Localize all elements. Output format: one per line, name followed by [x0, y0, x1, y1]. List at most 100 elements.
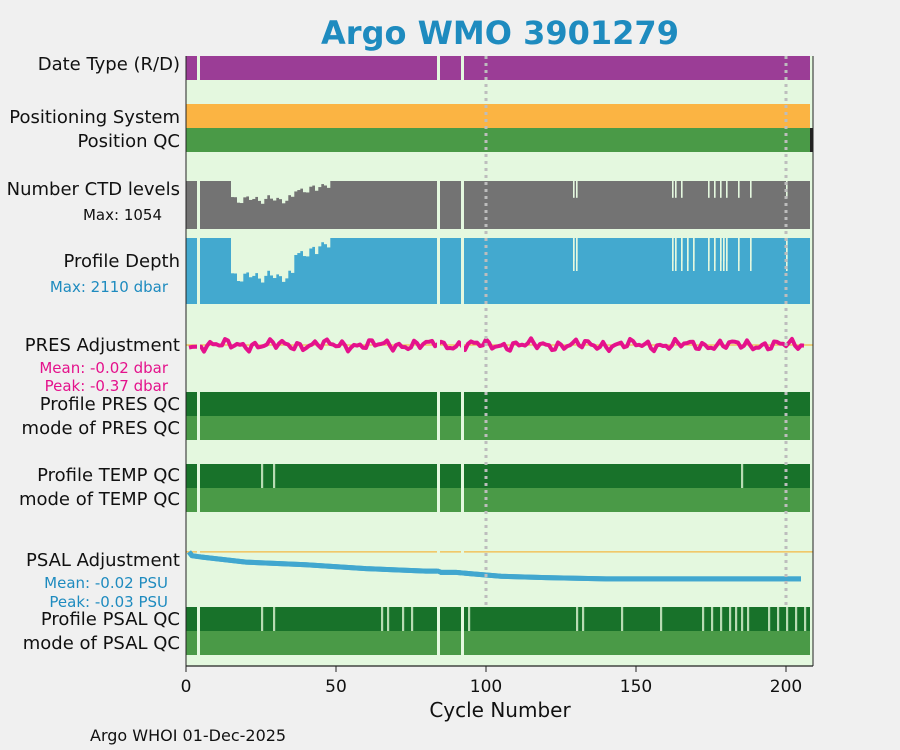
- x-tick-label-100: 100: [470, 677, 502, 697]
- profile-pres-qc-band: [186, 392, 810, 416]
- ctd-levels-dip-22: [252, 181, 256, 199]
- x-axis: 0 50 100 150 200: [181, 56, 813, 697]
- profile-temp-qc-light-185: [741, 464, 744, 488]
- label-mode-psal-qc: mode of PSAL QC: [23, 633, 180, 654]
- profile-depth-dip-36: [294, 238, 298, 256]
- ctd-levels-dip-28: [270, 181, 274, 199]
- label-mode-temp-qc: mode of TEMP QC: [19, 489, 180, 510]
- profile-depth-dip-37: [297, 238, 301, 254]
- profile-depth-deep-notch-163: [675, 238, 677, 271]
- ctd-levels-notch-130: [576, 181, 578, 198]
- ctd-levels-dip-46: [324, 181, 328, 186]
- ctd-levels-dip-31: [279, 181, 283, 200]
- profile-depth-dip-40: [306, 238, 310, 257]
- pres-adjustment-peak: Peak: -0.37 dbar: [45, 377, 169, 395]
- chart-title: Argo WMO 3901279: [321, 14, 679, 52]
- profile-depth-dip-22: [252, 238, 256, 276]
- label-position-qc: Position QC: [77, 131, 180, 152]
- profile-depth-dip-35: [291, 238, 295, 273]
- pres-adjustment-mean: Mean: -0.02 dbar: [39, 359, 169, 377]
- profile-psal-qc-light-178: [720, 607, 723, 631]
- footer-credit: Argo WHOI 01-Dec-2025: [90, 726, 286, 745]
- profile-psal-qc-light-29: [273, 607, 276, 631]
- profile-depth-dip-32: [282, 238, 286, 282]
- psal-adjustment-peak: Peak: -0.03 PSU: [49, 593, 168, 611]
- position-qc-last-cycle-overlay: [810, 128, 813, 152]
- profile-depth-deep-notch-174: [708, 238, 710, 271]
- profile-psal-qc-light-203: [795, 607, 798, 631]
- profile-psal-qc-light-65: [381, 607, 384, 631]
- ctd-levels-dip-35: [291, 181, 295, 197]
- ctd-levels-dip-32: [282, 181, 286, 204]
- ctd-levels-dip-29: [273, 181, 277, 201]
- profile-depth-dip-17: [237, 238, 241, 282]
- profile-depth-dip-24: [258, 238, 262, 279]
- ctd-levels-dip-27: [267, 181, 271, 196]
- ctd-levels-dip-43: [315, 181, 319, 191]
- ctd-levels-dip-47: [327, 181, 331, 188]
- profile-depth-deep-notch-188: [750, 238, 752, 271]
- profile-depth-deep-notch-178: [720, 238, 722, 271]
- profile-depth-dip-18: [240, 238, 244, 282]
- profile-depth-dip-16: [234, 238, 238, 274]
- ctd-levels-dip-15: [231, 181, 235, 198]
- ctd-levels-dip-24: [258, 181, 262, 201]
- profile-depth-dip-46: [324, 238, 328, 245]
- profile-depth-deep-notch-169: [693, 238, 695, 271]
- ctd-levels-dip-21: [249, 181, 253, 200]
- profile-depth-dip-39: [303, 238, 307, 257]
- ctd-levels-dip-19: [243, 181, 247, 198]
- profile-depth-deep-notch-130: [576, 238, 578, 271]
- label-pres-adjustment: PRES Adjustment: [25, 335, 180, 356]
- position-qc-band-overlay: [186, 128, 810, 152]
- profile-depth-dip-31: [279, 238, 283, 277]
- missing-cycle-gap-84: [437, 56, 440, 656]
- ctd-levels-notch-163: [675, 181, 677, 198]
- profile-depth-dip-47: [327, 238, 331, 248]
- mode-psal-qc-band: [186, 631, 810, 655]
- profile-psal-qc-light-67: [387, 607, 390, 631]
- profile-psal-qc-light-194: [768, 607, 771, 631]
- profile-psal-qc-light-187: [747, 607, 750, 631]
- profile-psal-qc-band: [186, 607, 810, 631]
- psal-adjustment-series-overlay: [187, 550, 801, 582]
- profile-temp-qc-light-29: [273, 464, 276, 488]
- ctd-levels-notch-174: [708, 181, 710, 198]
- profile-temp-qc-light-25: [261, 464, 264, 488]
- psal-adjustment-mean: Mean: -0.02 PSU: [44, 574, 168, 592]
- profile-depth-dip-33: [285, 238, 289, 279]
- ctd-levels-dip-25: [261, 181, 265, 204]
- ctd-levels-dip-18: [240, 181, 244, 204]
- x-tick-label-150: 150: [620, 677, 652, 697]
- ctd-levels-dip-17: [237, 181, 241, 203]
- missing-cycle-gap-4: [197, 56, 200, 656]
- label-mode-pres-qc: mode of PRES QC: [22, 418, 180, 439]
- profile-depth-deep-notch-167: [687, 238, 689, 271]
- ctd-levels-notch-129: [573, 181, 575, 198]
- profile-psal-qc-light-75: [411, 607, 414, 631]
- profile-depth-deep-notch-180: [726, 238, 728, 271]
- profile-psal-qc-light-25: [261, 607, 264, 631]
- mode-pres-qc-band: [186, 416, 810, 440]
- profile-psal-qc-light-200: [786, 607, 789, 631]
- profile-temp-qc-band: [186, 464, 810, 488]
- profile-depth-deep-notch-184: [738, 238, 740, 271]
- profile-psal-qc-light-185: [741, 607, 744, 631]
- profile-depth-deep-notch-162: [672, 238, 674, 271]
- profile-depth-dip-34: [288, 238, 292, 271]
- profile-depth-dip-30: [276, 238, 280, 275]
- ctd-levels-dip-26: [264, 181, 268, 199]
- ctd-levels-dip-39: [303, 181, 307, 193]
- profile-depth-dip-23: [255, 238, 259, 274]
- profile-psal-qc-light-72: [402, 607, 405, 631]
- profile-psal-qc-light-132: [582, 607, 585, 631]
- label-profile-depth: Profile Depth: [63, 251, 180, 272]
- ctd-levels-dip-41: [309, 181, 313, 187]
- ctd-levels-dip-36: [294, 181, 298, 192]
- ctd-levels-notch-176: [714, 181, 716, 198]
- profile-depth-dip-45: [321, 238, 325, 243]
- x-tick-label-0: 0: [181, 677, 192, 697]
- ctd-levels-dip-33: [285, 181, 289, 201]
- date-type-band: [186, 56, 810, 80]
